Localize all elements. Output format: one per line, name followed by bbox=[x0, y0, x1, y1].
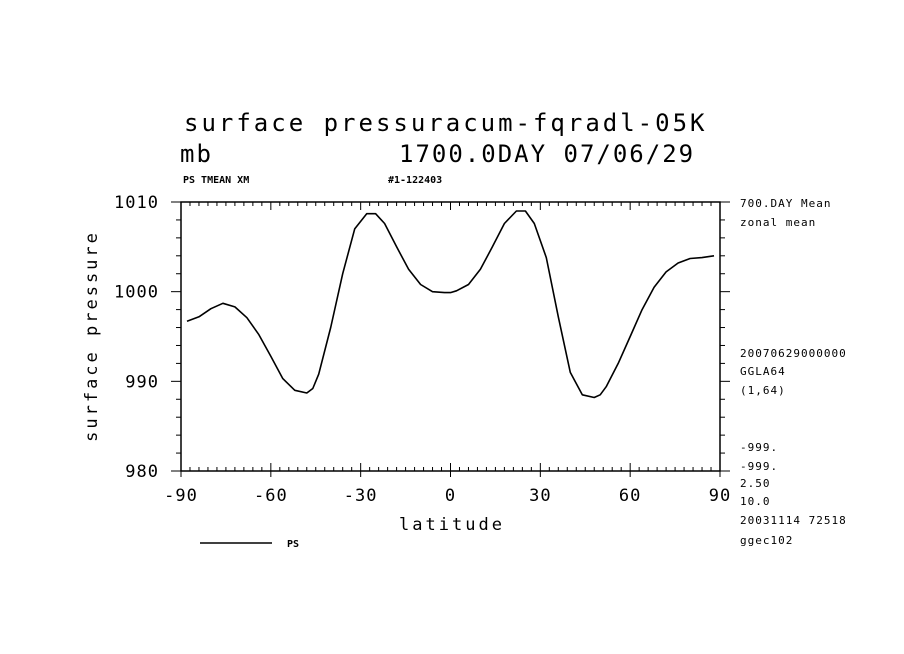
side-missing-2: -999. bbox=[740, 460, 778, 473]
legend-label: PS bbox=[287, 539, 299, 550]
y-tick-label: 980 bbox=[125, 462, 159, 482]
header-run-id: #1-122403 bbox=[388, 175, 442, 186]
side-run: 20031114 72518 bbox=[740, 514, 847, 527]
y-tick-label: 990 bbox=[125, 372, 159, 392]
y-axis-label: surface pressure bbox=[82, 230, 102, 442]
x-tick-label: 90 bbox=[709, 486, 731, 506]
x-tick-label: -90 bbox=[164, 486, 198, 506]
x-tick-label: -60 bbox=[254, 486, 288, 506]
chart-unit: mb bbox=[180, 140, 213, 168]
side-grid: (1,64) bbox=[740, 384, 786, 397]
x-tick-label: 60 bbox=[619, 486, 641, 506]
axes: -90 -60 -30 0 30 60 90 980 990 1000 1010 bbox=[114, 193, 731, 506]
x-tick-label: -30 bbox=[344, 486, 378, 506]
side-zonal: zonal mean bbox=[740, 216, 816, 229]
x-tick-label: 30 bbox=[529, 486, 551, 506]
y-tick-label: 1000 bbox=[114, 283, 159, 303]
chart-time: 1700.0DAY 07/06/29 bbox=[399, 140, 695, 168]
header-variable: PS TMEAN XM bbox=[183, 175, 249, 186]
x-tick-label: 0 bbox=[445, 486, 456, 506]
side-value-1: 2.50 bbox=[740, 477, 771, 490]
y-tick-label: 1010 bbox=[114, 193, 159, 213]
side-missing-1: -999. bbox=[740, 441, 778, 454]
side-host: ggec102 bbox=[740, 534, 793, 547]
side-model: GGLA64 bbox=[740, 365, 786, 378]
series-layer bbox=[186, 210, 715, 399]
side-date: 20070629000000 bbox=[740, 347, 847, 360]
chart-title: surface pressuracum-fqradl-05K bbox=[184, 109, 707, 137]
side-mean: 700.DAY Mean bbox=[740, 197, 831, 210]
plot-frame bbox=[180, 201, 721, 472]
series-line-ps bbox=[186, 210, 715, 399]
x-axis-label: latitude bbox=[399, 515, 505, 535]
side-value-2: 10.0 bbox=[740, 495, 771, 508]
